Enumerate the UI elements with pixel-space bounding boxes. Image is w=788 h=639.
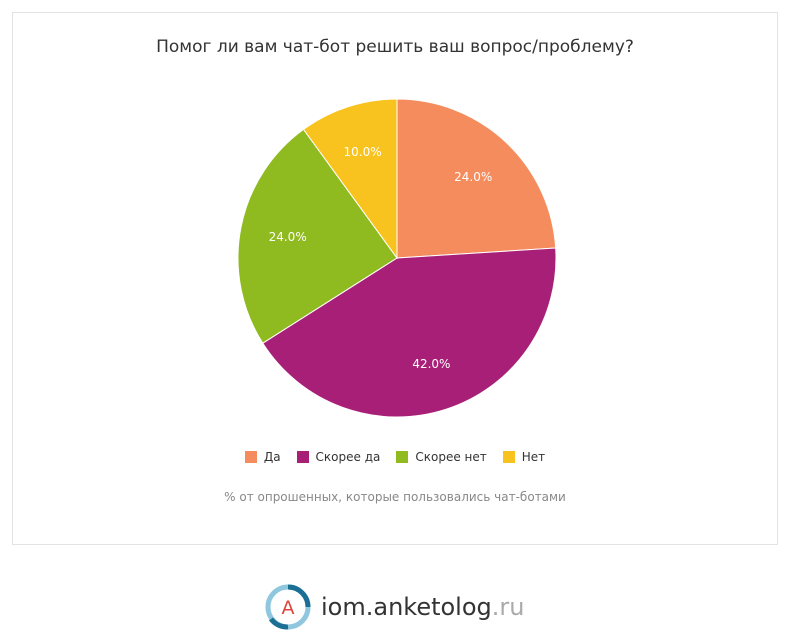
- pie-slice-label-3: 10.0%: [344, 145, 382, 159]
- brand-tld: .ru: [491, 593, 525, 621]
- pie-slice-label-1: 42.0%: [412, 357, 450, 371]
- legend-item-1[interactable]: Скорее да: [296, 450, 381, 464]
- pie-slice-3[interactable]: [302, 98, 398, 260]
- pie-slice-1[interactable]: [262, 247, 557, 418]
- legend-swatch-3: [502, 451, 515, 463]
- legend-label-1: Скорее да: [315, 450, 381, 464]
- pie-slice-0[interactable]: [396, 98, 557, 259]
- brand-name: iom.anketolog.ru: [321, 593, 524, 621]
- legend-label-3: Нет: [521, 450, 546, 464]
- chart-footnote: % от опрошенных, которые пользовались ча…: [224, 490, 566, 504]
- legend-item-2[interactable]: Скорее нет: [396, 450, 487, 464]
- legend-swatch-0: [244, 451, 257, 463]
- anketolog-logo-icon: A: [265, 584, 311, 630]
- pie-chart: 24.0% 42.0% 24.0% 10.0%: [237, 98, 557, 418]
- chart-title: Помог ли вам чат-бот решить ваш вопрос/п…: [156, 37, 634, 57]
- legend-item-0[interactable]: Да: [244, 450, 281, 464]
- brand-logo[interactable]: A iom.anketolog.ru: [265, 584, 524, 630]
- pie-slice-label-0: 24.0%: [454, 170, 492, 184]
- brand-site-name: iom.anketolog: [321, 593, 492, 621]
- legend-label-0: Да: [263, 450, 281, 464]
- pie-slice-label-2: 24.0%: [269, 230, 307, 244]
- legend-label-2: Скорее нет: [415, 450, 487, 464]
- legend-item-3[interactable]: Нет: [502, 450, 546, 464]
- pie-slice-2[interactable]: [237, 128, 398, 344]
- legend-swatch-2: [396, 451, 409, 463]
- chart-legend: Да Скорее да Скорее нет Нет: [13, 450, 777, 464]
- chart-card: Помог ли вам чат-бот решить ваш вопрос/п…: [12, 12, 778, 545]
- logo-letter: A: [282, 597, 295, 619]
- legend-swatch-1: [296, 451, 309, 463]
